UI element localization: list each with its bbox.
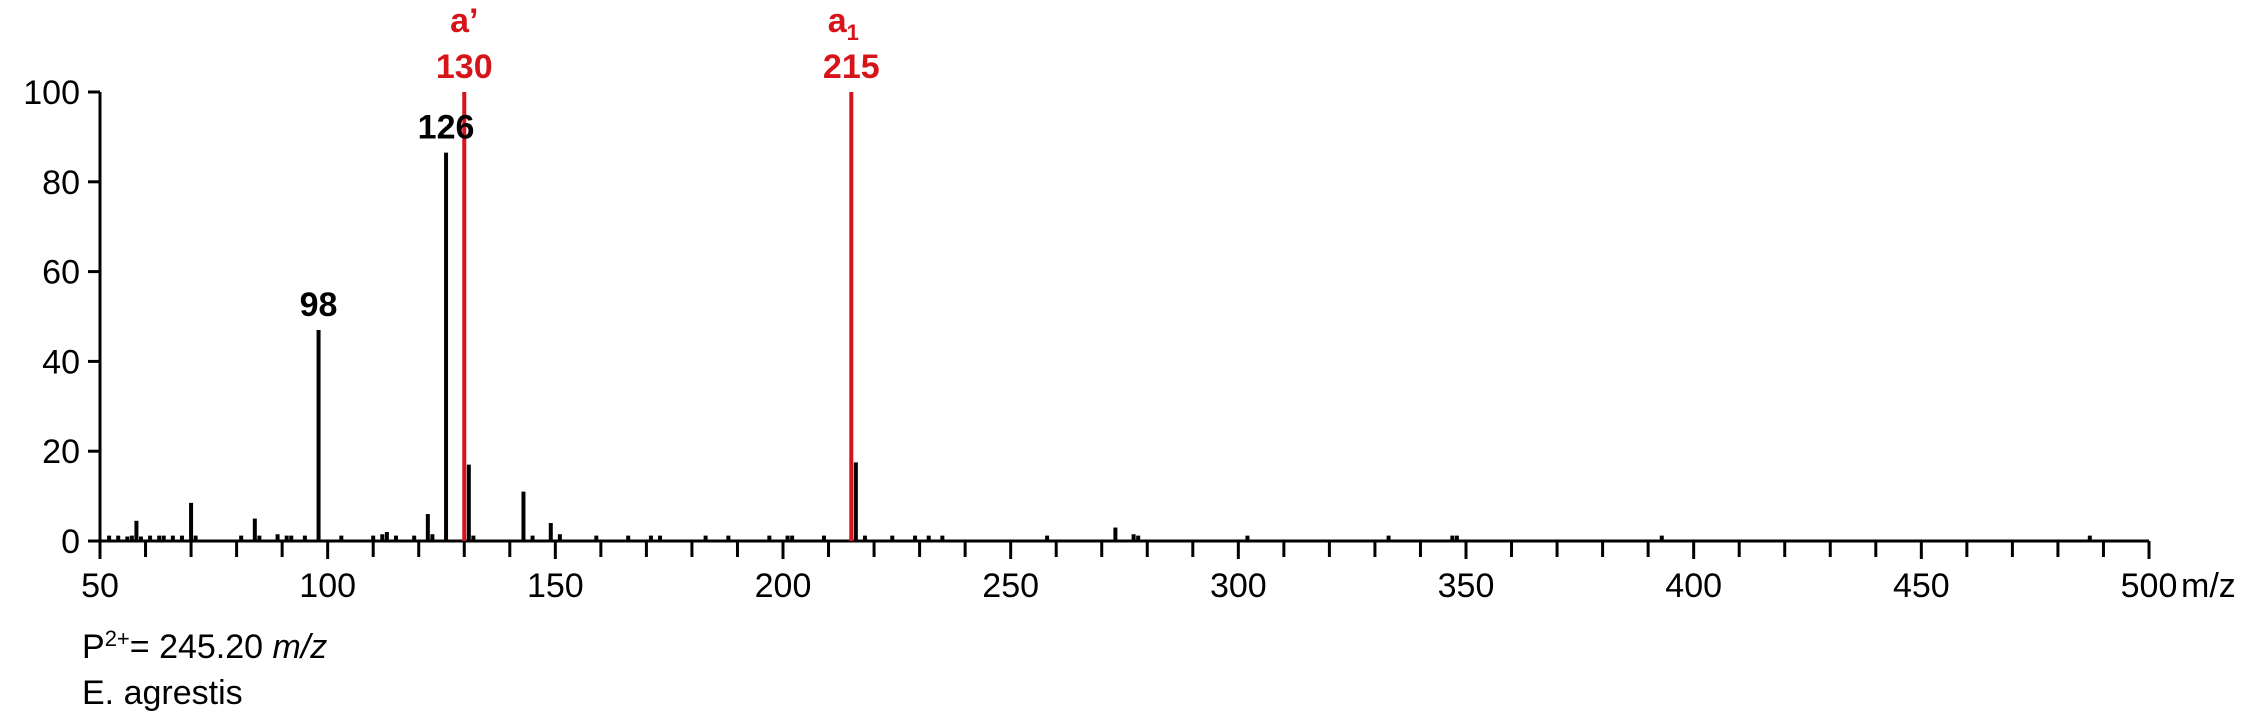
peak-mz-label: 126 xyxy=(418,109,475,147)
y-tick-label: 100 xyxy=(23,74,80,112)
peak-mz-label: 215 xyxy=(823,48,880,86)
peaks xyxy=(107,92,2092,541)
y-tick-label: 0 xyxy=(61,523,80,561)
x-tick-label: 50 xyxy=(81,567,119,605)
x-tick-label: 250 xyxy=(982,567,1039,605)
species-name: E. agrestis xyxy=(82,674,243,712)
precursor-charge: 2+ xyxy=(104,626,130,651)
x-unit-label: m/z xyxy=(2181,567,2236,605)
precursor-unit: m/z xyxy=(272,628,328,666)
peak-mz-label: 98 xyxy=(300,286,338,324)
x-tick-label: 150 xyxy=(527,567,584,605)
y-tick-label: 40 xyxy=(42,343,80,381)
precursor-prefix: P xyxy=(82,628,105,666)
y-tick-label: 60 xyxy=(42,254,80,292)
x-tick-label: 450 xyxy=(1893,567,1950,605)
precursor-value: = 245.20 xyxy=(129,628,273,666)
x-tick-label: 100 xyxy=(299,567,356,605)
y-tick-label: 20 xyxy=(42,433,80,471)
x-tick-label: 200 xyxy=(755,567,812,605)
x-tick-label: 400 xyxy=(1665,567,1722,605)
precursor-info: P2+= 245.20 m/z xyxy=(82,628,328,666)
peak-ion-label: a1 xyxy=(828,2,859,45)
peak-ion-subscript: 1 xyxy=(847,20,859,45)
x-tick-label: 300 xyxy=(1210,567,1267,605)
axes: 0 20 40 60 80 100 50 100 150 200 250 300 350 400 450 50… xyxy=(23,74,2236,605)
y-tick-label: 80 xyxy=(42,164,80,202)
peak-ion-label: a’ xyxy=(450,2,478,40)
x-tick-label: 500 xyxy=(2121,567,2178,605)
x-tick-label: 350 xyxy=(1438,567,1495,605)
peak-mz-label: 130 xyxy=(436,48,493,86)
